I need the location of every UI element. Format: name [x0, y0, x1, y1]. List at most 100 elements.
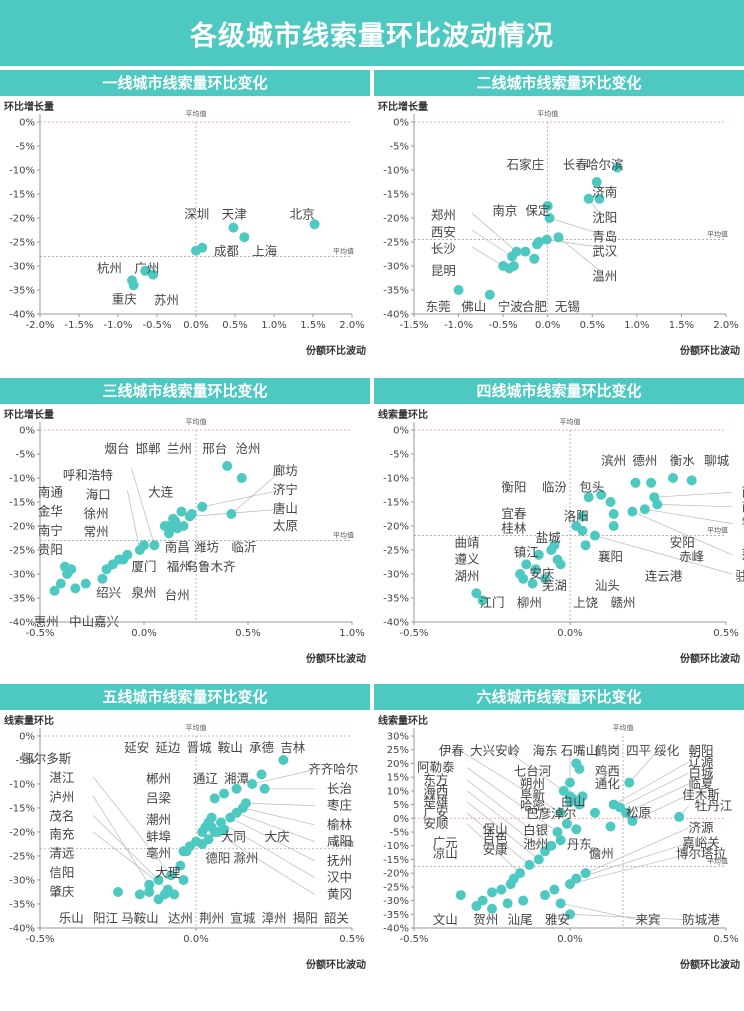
point-茂名	[153, 875, 164, 885]
city-label: 儋州	[589, 846, 614, 861]
point-宁波	[508, 261, 519, 271]
y-axis-title: 环比增长量	[4, 408, 54, 421]
city-label: 广州	[134, 260, 159, 275]
y-axis-title: 环比增长量	[378, 100, 428, 113]
scatter-chart-tier3: 0% -5% -10% -15% -20% -25% -30% -35% -40%-0.5% 0.…	[4, 408, 366, 665]
point-上饶	[518, 573, 529, 584]
avg-y-label: 平均值	[707, 526, 728, 535]
x-tick-label: -0.5%	[142, 320, 171, 331]
panel-title: 五线城市线索量环比变化	[0, 684, 370, 710]
city-label: 银川	[742, 516, 744, 531]
y-tick-label: -15%	[383, 190, 409, 201]
y-tick-label: 0%	[393, 814, 409, 825]
city-label: 朔州	[520, 776, 545, 791]
city-label: 朝阳	[689, 743, 714, 758]
city-label: 滨州	[601, 453, 626, 468]
city-label: 达州	[168, 910, 193, 925]
city-label: 四平	[626, 743, 651, 758]
city-label: 潍坊	[194, 540, 219, 555]
city-label: 南宁	[38, 523, 63, 538]
scatter-chart-tier1: 0% -5% -10% -15% -20% -25% -30% -35% -40%-2.0% -1…	[4, 100, 366, 357]
y-tick-label: -30%	[383, 262, 409, 273]
leader-line	[236, 812, 315, 842]
point-嘉兴	[80, 578, 91, 589]
panel-tier4: 四线城市线索量环比变化 0% -5% -10% -15% -20% -25% -30% -35…	[374, 378, 744, 678]
x-tick-label: -1.0%	[444, 320, 473, 331]
city-label: 绍兴	[96, 585, 121, 600]
city-label: 桂林	[501, 520, 527, 535]
city-label: 赤峰	[679, 549, 705, 564]
x-tick-label: -1.0%	[103, 320, 132, 331]
city-label: 武汉	[592, 244, 618, 259]
city-label: 盐城	[536, 530, 562, 545]
y-tick-label: 0%	[393, 426, 409, 437]
x-tick-label: 1.5%	[300, 320, 325, 331]
point-重庆	[128, 280, 139, 291]
y-axis-title: 线索量环比	[378, 408, 428, 421]
leader-line	[252, 769, 315, 785]
city-label: 嘉峪关	[682, 835, 720, 850]
city-label: 成都	[214, 244, 240, 259]
avg-x-label: 平均值	[186, 417, 207, 426]
avg-y-label: 平均值	[333, 839, 354, 848]
x-tick-label: 0.5%	[713, 934, 738, 945]
point-抚州	[225, 812, 236, 823]
city-label: 南京	[492, 203, 517, 218]
point-温州	[553, 232, 564, 243]
city-label: 江门	[479, 595, 504, 610]
city-label: 广元	[433, 835, 458, 850]
city-label: 贵阳	[38, 542, 63, 557]
y-tick-label: -20%	[9, 828, 35, 839]
city-label: 海口	[86, 487, 111, 502]
point-承德	[256, 769, 267, 780]
avg-x-label: 平均值	[186, 109, 207, 118]
city-label: 青岛	[592, 229, 617, 244]
point-济南	[591, 177, 602, 187]
city-label: 石家庄	[507, 157, 545, 172]
point-丹东	[540, 890, 551, 901]
point-伊春	[555, 807, 566, 818]
point-无锡	[520, 246, 531, 257]
point-贺州	[471, 901, 482, 912]
point-武汉	[541, 234, 552, 245]
point-济宁	[197, 501, 208, 512]
city-label: 郑州	[431, 208, 456, 223]
city-label: 宁波	[498, 299, 524, 314]
point-成都	[191, 245, 201, 256]
city-label: 德州	[632, 453, 657, 468]
x-tick-label: -2.0%	[25, 320, 54, 331]
point-保定	[533, 237, 544, 247]
point-雅安	[502, 898, 513, 909]
city-label: 吕梁	[146, 790, 172, 805]
city-label: 大兴安岭	[470, 743, 520, 758]
y-tick-label: -15%	[9, 190, 35, 201]
point-南昌	[163, 528, 174, 539]
leader-line	[466, 790, 546, 852]
y-tick-label: -10%	[383, 166, 409, 177]
point-广安	[524, 859, 535, 870]
leader-line	[466, 767, 558, 833]
city-label: 池州	[523, 836, 548, 851]
y-tick-label: -5%	[390, 828, 409, 839]
y-tick-label: 20%	[387, 759, 409, 770]
point-海东	[565, 791, 575, 802]
point-临沂	[163, 521, 174, 531]
x-tick-label: 0.0%	[183, 320, 208, 331]
leader-line	[594, 535, 733, 575]
city-label: 哈密	[520, 798, 545, 813]
y-tick-label: 0%	[19, 426, 35, 437]
point-阿勒泰	[552, 827, 563, 837]
point-通化	[589, 807, 600, 818]
city-label: 镇江	[514, 544, 539, 559]
city-label: 文山	[433, 912, 458, 927]
point-七台河	[571, 758, 582, 769]
panel-tier6: 六线城市线索量环比变化 30% 25% 20% 15% 10% 5% 0% -5% -10% -1…	[374, 684, 744, 984]
point-汕尾	[487, 903, 497, 914]
leader-line	[471, 212, 517, 252]
point-镇江	[546, 545, 557, 555]
point-包头	[605, 497, 616, 507]
city-label: 安庆	[529, 566, 555, 581]
city-label: 伊春	[439, 743, 465, 758]
leader-line	[231, 470, 282, 515]
